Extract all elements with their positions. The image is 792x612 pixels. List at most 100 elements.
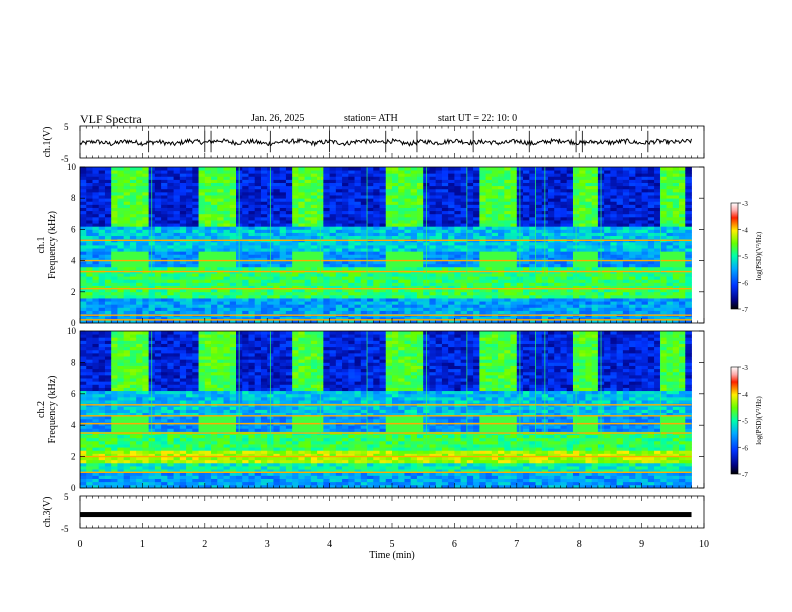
spectrogram-cell — [641, 223, 649, 227]
spectrogram-cell — [80, 282, 87, 286]
spectrogram-cell — [136, 185, 143, 190]
spectrogram-cell — [379, 213, 387, 218]
spectrogram-cell — [597, 282, 605, 286]
spectrogram-cell — [479, 226, 486, 230]
spectrogram-cell — [204, 260, 212, 265]
spectrogram-cell — [441, 304, 449, 308]
spectrogram-cell — [460, 316, 468, 321]
spectrogram-cell — [666, 235, 674, 240]
spectrogram-cell — [161, 170, 168, 174]
spectrogram-cell — [660, 198, 667, 202]
spectrogram-cell — [273, 167, 281, 171]
spectrogram-cell — [123, 304, 131, 308]
spectrogram-cell — [504, 282, 511, 286]
spectrogram-cell — [466, 282, 474, 286]
spectrogram-cell — [360, 294, 368, 299]
spectrogram-cell — [548, 254, 555, 258]
spectrogram-cell — [111, 301, 118, 305]
spectrogram-cell — [616, 307, 624, 311]
spectrogram-cell — [660, 195, 667, 199]
spectrogram-cell — [454, 229, 462, 233]
spectrogram-cell — [279, 319, 287, 324]
spectrogram-cell — [635, 179, 642, 183]
spectrogram-cell — [610, 307, 618, 311]
spectrogram-cell — [348, 288, 355, 293]
spectrogram-cell — [560, 266, 568, 271]
spectrogram-cell — [80, 472, 87, 476]
spectrogram-cell — [173, 241, 181, 246]
spectrogram-cell — [404, 204, 412, 208]
spectrogram-cell — [186, 176, 193, 180]
spectrogram-cell — [392, 210, 399, 215]
spectrogram-cell — [117, 191, 125, 196]
spectrogram-cell — [360, 213, 368, 218]
spectrogram-cell — [92, 191, 100, 196]
spectrogram-cell — [441, 173, 449, 177]
spectrogram-cell — [473, 167, 480, 171]
spectrogram-cell — [98, 188, 106, 193]
spectrogram-cell — [354, 251, 362, 255]
spectrogram-cell — [348, 235, 355, 240]
spectrogram-cell — [80, 425, 87, 429]
spectrogram-cell — [641, 307, 649, 311]
spectrogram-cell — [348, 226, 355, 230]
spectrogram-cell — [111, 173, 118, 177]
spectrogram-cell — [323, 195, 330, 199]
spectrogram-cell — [186, 301, 193, 305]
spectrogram-cell — [585, 291, 593, 296]
spectrogram-cell — [647, 220, 655, 224]
spectrogram-cell — [348, 245, 355, 249]
spectrogram-cell — [479, 167, 486, 171]
spectrogram-cell — [622, 316, 630, 321]
spectrogram-cell — [304, 266, 312, 271]
spectrogram-cell — [641, 167, 649, 171]
spectrogram-cell — [591, 185, 599, 190]
spectrogram-cell — [292, 266, 299, 271]
spectrogram-cell — [672, 226, 680, 230]
spectrogram-cell — [217, 216, 224, 221]
spectrogram-cell — [223, 260, 231, 265]
spectrogram-cell — [529, 229, 536, 233]
spectrogram-cell — [117, 201, 125, 205]
spectrogram-cell — [448, 294, 455, 299]
spectrogram-cell — [310, 223, 318, 227]
spectrogram-cell — [373, 198, 380, 202]
start-time-label: start UT = 22: 10: 0 — [438, 113, 518, 124]
spectrogram-cell — [142, 263, 150, 268]
spectrogram-cell — [223, 319, 231, 324]
spectrogram-cell — [466, 260, 474, 265]
spectrogram-cell — [479, 179, 486, 183]
spectrogram-cell — [622, 279, 630, 283]
spectrogram-cell — [335, 179, 343, 183]
spectrogram-cell — [360, 204, 368, 208]
spectrogram-cell — [385, 232, 393, 237]
spectrogram-cell — [510, 319, 518, 324]
spectrogram-cell — [485, 167, 493, 171]
spectrogram-cell — [566, 285, 574, 290]
spectrogram-cell — [510, 257, 518, 261]
spectrogram-cell — [373, 226, 380, 230]
spectrogram-cell — [672, 273, 680, 277]
spectrogram-cell — [179, 288, 187, 293]
spectrogram-cell — [454, 307, 462, 311]
spectrogram-cell — [441, 216, 449, 221]
spectrogram-cell — [685, 210, 692, 215]
spectrogram-cell — [342, 210, 349, 215]
spectrogram-cell — [410, 210, 418, 215]
spectrogram-cell — [654, 220, 661, 224]
spectrogram-cell — [629, 307, 636, 311]
spectrogram-cell — [254, 285, 262, 290]
spectrogram-cell — [498, 235, 505, 240]
spectrogram-cell — [198, 179, 206, 183]
spectrogram-cell — [429, 266, 437, 271]
spectrogram-cell — [566, 254, 574, 258]
date-label: Jan. 26, 2025 — [251, 113, 305, 124]
spectrogram-cell — [535, 173, 543, 177]
spectrogram-cell — [329, 310, 337, 315]
spectrogram-cell — [473, 291, 480, 296]
spectrogram-cell — [660, 248, 667, 252]
spectrogram-cell — [685, 307, 692, 311]
spectrogram-cell — [385, 316, 393, 321]
spectrogram-cell — [335, 310, 343, 315]
spectrogram-cell — [86, 288, 93, 293]
